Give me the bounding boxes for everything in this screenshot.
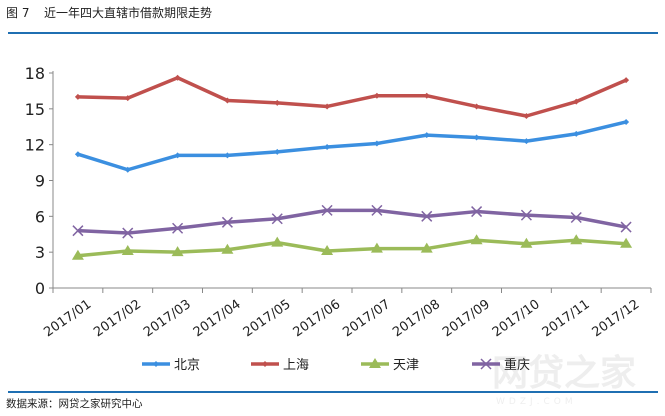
data-point <box>570 234 583 245</box>
data-point <box>324 103 331 110</box>
data-point <box>221 243 234 254</box>
data-point <box>473 134 480 141</box>
data-point <box>620 221 632 233</box>
legend-label: 重庆 <box>504 357 530 373</box>
legend-marker <box>153 361 159 367</box>
data-point <box>523 138 530 145</box>
legend-label: 北京 <box>174 358 200 373</box>
x-tick-label: 2017/10 <box>490 297 543 340</box>
data-point <box>421 210 433 222</box>
data-point <box>520 237 533 248</box>
data-point <box>523 113 530 119</box>
x-tick-label: 2017/11 <box>540 297 593 340</box>
legend-marker <box>262 361 268 367</box>
data-point <box>371 204 383 216</box>
watermark-logo: 网贷之家 WDZJ.COM <box>492 353 636 407</box>
data-point <box>570 211 582 224</box>
data-point <box>520 209 532 221</box>
data-point <box>271 213 283 225</box>
data-point <box>171 246 184 257</box>
series-line <box>77 208 627 235</box>
x-tick-label: 2017/07 <box>340 297 393 340</box>
data-point <box>122 227 134 239</box>
x-tick-label: 2017/04 <box>191 297 244 340</box>
data-point <box>573 98 580 105</box>
data-point <box>373 140 380 147</box>
x-tick-label: 2017/02 <box>91 297 144 340</box>
data-point <box>470 234 483 245</box>
data-point <box>72 225 84 237</box>
x-tick-label: 2017/12 <box>590 297 643 340</box>
data-point <box>620 237 633 248</box>
chart-title: 近一年四大直辖市借款期限走势 <box>44 5 212 20</box>
data-point <box>471 206 483 218</box>
legend-item: 北京 <box>142 358 200 373</box>
legend-marker <box>480 358 492 370</box>
legend-item: 上海 <box>251 358 309 373</box>
data-point <box>224 152 231 159</box>
data-point <box>172 222 184 234</box>
data-point <box>124 95 131 102</box>
data-point <box>271 236 284 247</box>
y-tick-label: 0 <box>35 279 45 298</box>
data-point <box>473 103 480 110</box>
data-point <box>274 148 281 155</box>
data-point <box>373 92 380 99</box>
series-1 <box>74 118 630 173</box>
data-point <box>321 204 333 216</box>
x-tick-label: 2017/01 <box>41 297 94 340</box>
y-tick-label: 6 <box>35 207 45 226</box>
legend-label: 天津 <box>393 358 419 373</box>
watermark-sub: WDZJ.COM <box>496 397 577 407</box>
x-tick-label: 2017/05 <box>241 297 294 340</box>
x-tick-label: 2017/09 <box>440 297 493 340</box>
x-tick-label: 2017/06 <box>291 297 344 340</box>
data-point <box>174 152 181 159</box>
data-point <box>573 130 580 137</box>
data-point <box>623 118 630 125</box>
bottom-rule <box>8 391 658 393</box>
y-tick-label: 12 <box>25 136 45 155</box>
data-point <box>423 132 430 139</box>
series-4 <box>72 204 632 239</box>
data-point <box>71 249 84 260</box>
data-point <box>321 244 334 255</box>
y-tick-label: 15 <box>25 100 45 119</box>
watermark-text: 网贷之家 <box>492 353 636 394</box>
data-point <box>221 216 233 228</box>
data-point <box>420 242 433 253</box>
data-point <box>224 97 231 104</box>
data-point <box>274 99 281 106</box>
figure-label: 图 7 <box>6 6 29 20</box>
series-3 <box>71 234 633 260</box>
series-line <box>77 76 627 118</box>
y-tick-label: 9 <box>35 172 45 191</box>
legend-item: 天津 <box>361 358 419 373</box>
y-tick-label: 3 <box>35 243 45 262</box>
data-point <box>423 92 430 99</box>
data-point <box>124 166 131 173</box>
x-tick-label: 2017/08 <box>390 297 443 340</box>
legend-item: 重庆 <box>472 357 530 373</box>
data-point <box>623 77 630 84</box>
top-rule <box>8 32 658 34</box>
y-tick-label: 18 <box>25 64 45 83</box>
data-point <box>324 144 331 151</box>
data-point <box>370 242 383 253</box>
series-line <box>77 120 627 172</box>
legend-label: 上海 <box>283 358 309 373</box>
source-note: 数据来源：网贷之家研究中心 <box>6 397 143 410</box>
series-line <box>77 238 627 258</box>
data-point <box>174 74 181 81</box>
data-point <box>121 244 134 255</box>
legend-marker <box>369 358 381 368</box>
series-2 <box>74 74 630 119</box>
data-point <box>74 151 81 158</box>
x-tick-label: 2017/03 <box>141 297 194 340</box>
data-point <box>74 93 81 100</box>
